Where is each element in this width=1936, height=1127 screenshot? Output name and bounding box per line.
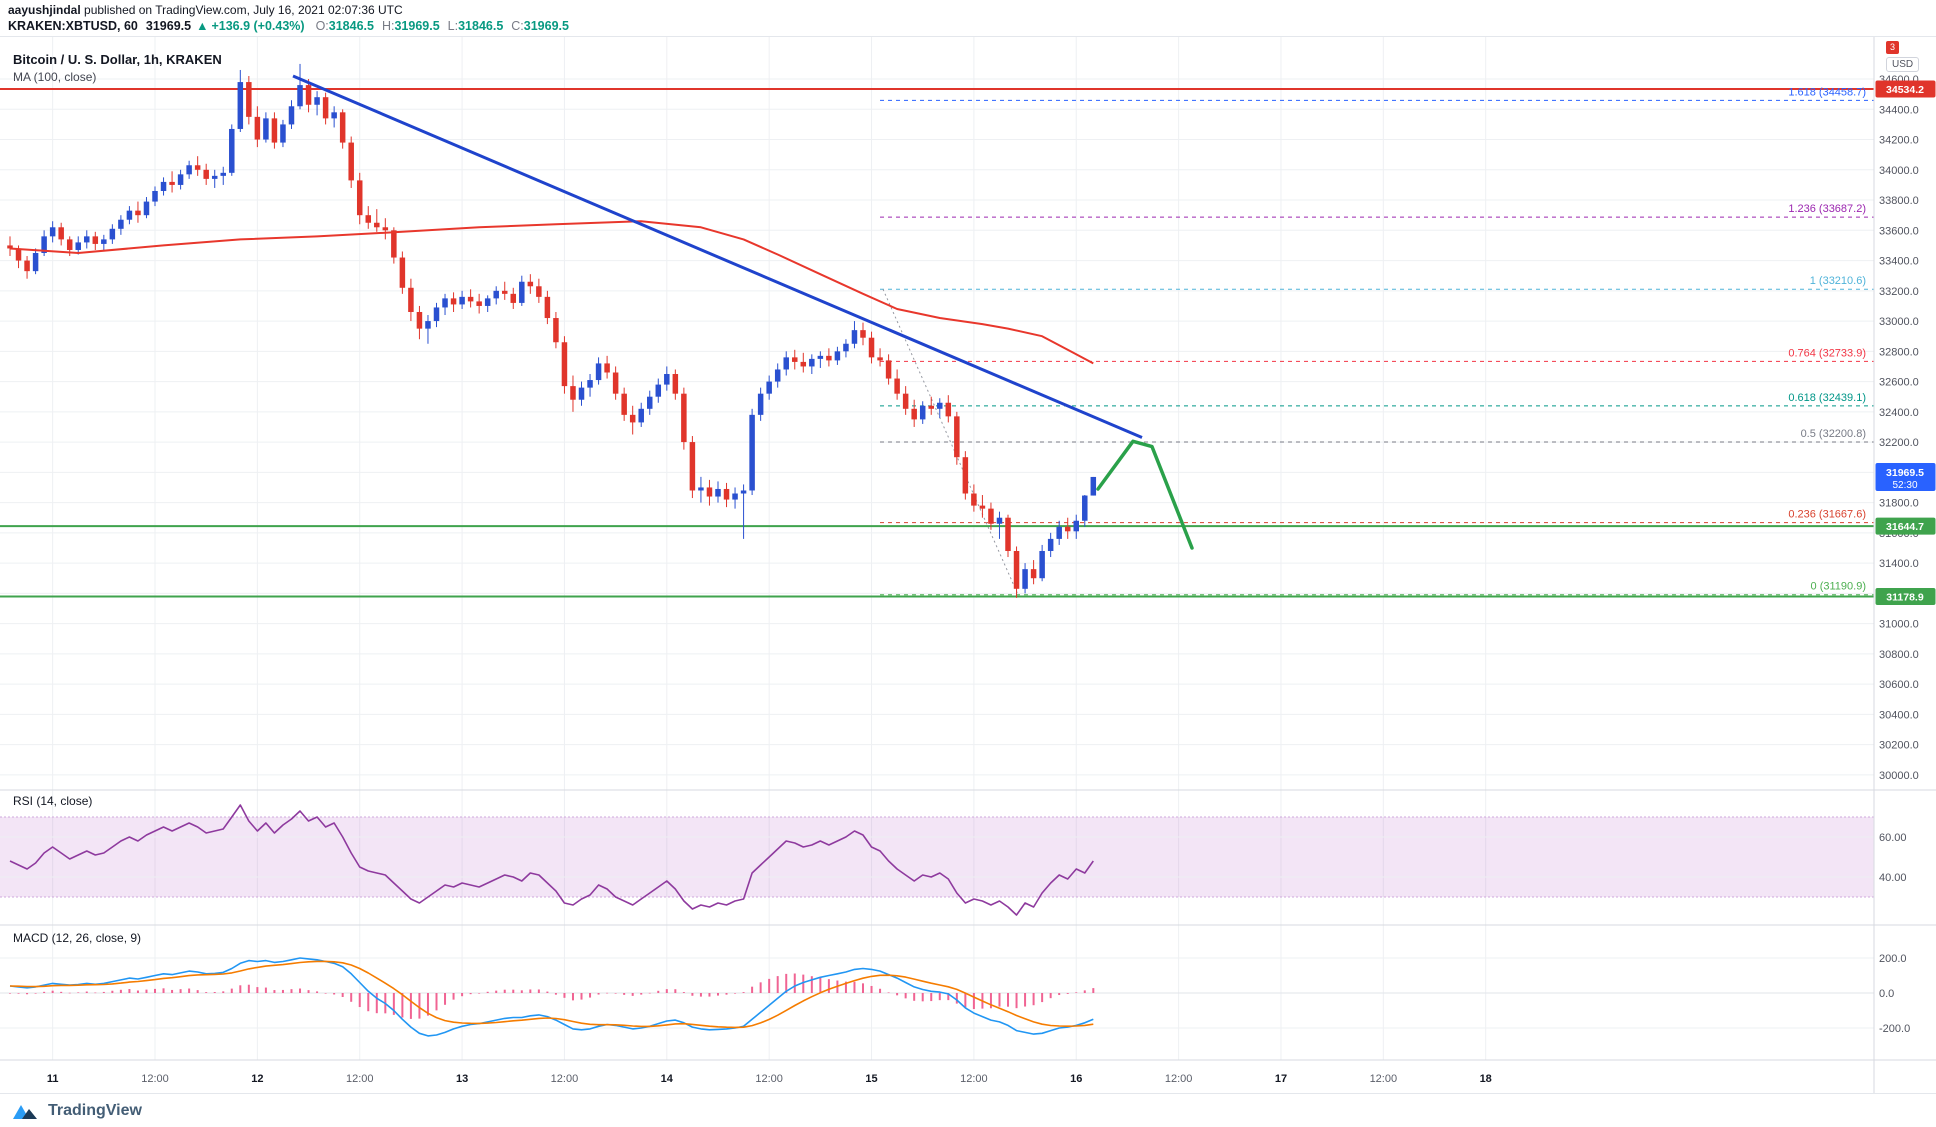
svg-text:33600.0: 33600.0 xyxy=(1879,225,1919,237)
chart-title: Bitcoin / U. S. Dollar, 1h, KRAKEN xyxy=(13,52,222,67)
scale-badge: 3 xyxy=(1886,41,1899,54)
svg-text:31000.0: 31000.0 xyxy=(1879,619,1919,631)
change-arrow-icon: ▲ xyxy=(196,19,209,33)
svg-text:52:30: 52:30 xyxy=(1892,480,1917,491)
svg-text:14: 14 xyxy=(661,1073,674,1085)
rsi-legend: RSI (14, close) xyxy=(13,794,93,808)
indicators-layer xyxy=(9,220,1095,1037)
fib-labels-layer: 1.618 (34458.7) 1.236 (33687.2) 1 (33210.6… xyxy=(1788,86,1866,592)
svg-text:12:00: 12:00 xyxy=(960,1073,988,1085)
macd-legend: MACD (12, 26, close, 9) xyxy=(13,931,142,945)
svg-text:32600.0: 32600.0 xyxy=(1879,377,1919,389)
svg-text:31969.5: 31969.5 xyxy=(1886,467,1924,479)
svg-text:30400.0: 30400.0 xyxy=(1879,709,1919,721)
svg-text:60.00: 60.00 xyxy=(1879,832,1907,844)
svg-text:30000.0: 30000.0 xyxy=(1879,770,1919,782)
close-label: C: xyxy=(511,19,524,33)
header: aayushjindal published on TradingView.co… xyxy=(0,0,1936,37)
last-price: 31969.5 xyxy=(145,19,192,33)
svg-text:40.00: 40.00 xyxy=(1879,872,1907,884)
axis-layer: 11 12:00 12 12:00 13 12:00 14 12:00 15 12:00 16 12:… xyxy=(0,37,1936,1093)
svg-text:33200.0: 33200.0 xyxy=(1879,286,1919,298)
svg-text:32400.0: 32400.0 xyxy=(1879,407,1919,419)
svg-text:0.5 (32200.8): 0.5 (32200.8) xyxy=(1801,428,1866,440)
svg-text:12:00: 12:00 xyxy=(551,1073,579,1085)
svg-text:34534.2: 34534.2 xyxy=(1886,84,1924,96)
ma-legend: MA (100, close) xyxy=(13,70,97,84)
svg-text:31178.9: 31178.9 xyxy=(1886,592,1924,604)
svg-text:16: 16 xyxy=(1070,1073,1082,1085)
svg-text:34000.0: 34000.0 xyxy=(1879,165,1919,177)
svg-text:12:00: 12:00 xyxy=(755,1073,783,1085)
svg-text:0.0: 0.0 xyxy=(1879,988,1894,1000)
svg-text:32200.0: 32200.0 xyxy=(1879,437,1919,449)
open-value: 31846.5 xyxy=(328,19,374,33)
grid-layer xyxy=(0,37,1874,1060)
svg-text:12: 12 xyxy=(251,1073,263,1085)
svg-text:30600.0: 30600.0 xyxy=(1879,679,1919,691)
svg-text:0 (31190.9): 0 (31190.9) xyxy=(1811,581,1866,593)
svg-text:32800.0: 32800.0 xyxy=(1879,346,1919,358)
svg-text:11: 11 xyxy=(47,1073,59,1085)
footer: TradingView xyxy=(0,1093,1936,1127)
svg-text:31800.0: 31800.0 xyxy=(1879,498,1919,510)
svg-text:15: 15 xyxy=(865,1073,877,1085)
symbol-interval: KRAKEN:XBTUSD, 60 xyxy=(8,19,138,33)
low-label: L: xyxy=(447,19,459,33)
svg-text:33800.0: 33800.0 xyxy=(1879,195,1919,207)
svg-text:17: 17 xyxy=(1275,1073,1287,1085)
svg-text:12:00: 12:00 xyxy=(1165,1073,1193,1085)
svg-text:-200.0: -200.0 xyxy=(1879,1023,1910,1035)
svg-text:33000.0: 33000.0 xyxy=(1879,316,1919,328)
svg-text:12:00: 12:00 xyxy=(346,1073,374,1085)
svg-text:1.236 (33687.2): 1.236 (33687.2) xyxy=(1788,203,1866,215)
svg-text:200.0: 200.0 xyxy=(1879,953,1907,965)
price-change: +136.9 (+0.43%) xyxy=(211,19,305,33)
currency-unit-button[interactable]: USD xyxy=(1886,57,1920,72)
attribution: aayushjindal published on TradingView.co… xyxy=(8,3,1936,18)
svg-text:30200.0: 30200.0 xyxy=(1879,740,1919,752)
high-value: 31969.5 xyxy=(394,19,440,33)
candles-layer xyxy=(7,63,1097,598)
svg-text:1 (33210.6): 1 (33210.6) xyxy=(1810,275,1866,287)
svg-text:34400.0: 34400.0 xyxy=(1879,104,1919,116)
drawings-layer xyxy=(292,74,1194,550)
price-scale-controls: 3 USD xyxy=(1886,41,1920,72)
high-label: H: xyxy=(381,19,395,33)
svg-text:34200.0: 34200.0 xyxy=(1879,135,1919,147)
tradingview-logo-icon[interactable] xyxy=(10,1102,40,1120)
svg-text:12:00: 12:00 xyxy=(1370,1073,1398,1085)
svg-text:1.618 (34458.7): 1.618 (34458.7) xyxy=(1788,86,1866,98)
svg-text:12:00: 12:00 xyxy=(141,1073,169,1085)
svg-text:0.236 (31667.6): 0.236 (31667.6) xyxy=(1788,509,1866,521)
open-label: O: xyxy=(315,19,329,33)
tradingview-wordmark[interactable]: TradingView xyxy=(48,1101,142,1119)
svg-text:31644.7: 31644.7 xyxy=(1886,521,1924,533)
chart-canvas[interactable]: 11 12:00 12 12:00 13 12:00 14 12:00 15 12:00 16 12:… xyxy=(0,37,1936,1093)
low-value: 31846.5 xyxy=(458,19,504,33)
levels-layer xyxy=(0,88,1874,598)
svg-text:18: 18 xyxy=(1480,1073,1492,1085)
svg-text:30800.0: 30800.0 xyxy=(1879,649,1919,661)
symbol-info-bar: KRAKEN:XBTUSD, 60 31969.5 ▲ +136.9 (+0.43%)… xyxy=(8,18,1936,35)
svg-text:13: 13 xyxy=(456,1073,468,1085)
publish-info: published on TradingView.com, July 16, 2… xyxy=(80,3,403,17)
svg-text:33400.0: 33400.0 xyxy=(1879,256,1919,268)
author-name: aayushjindal xyxy=(8,3,81,17)
close-value: 31969.5 xyxy=(523,19,569,33)
svg-text:31400.0: 31400.0 xyxy=(1879,558,1919,570)
price-tags-layer: 34534.2 31969.552:30 31644.7 31178.9 xyxy=(1875,80,1936,606)
svg-text:0.618 (32439.1): 0.618 (32439.1) xyxy=(1788,392,1866,404)
svg-text:0.764 (32733.9): 0.764 (32733.9) xyxy=(1788,347,1866,359)
